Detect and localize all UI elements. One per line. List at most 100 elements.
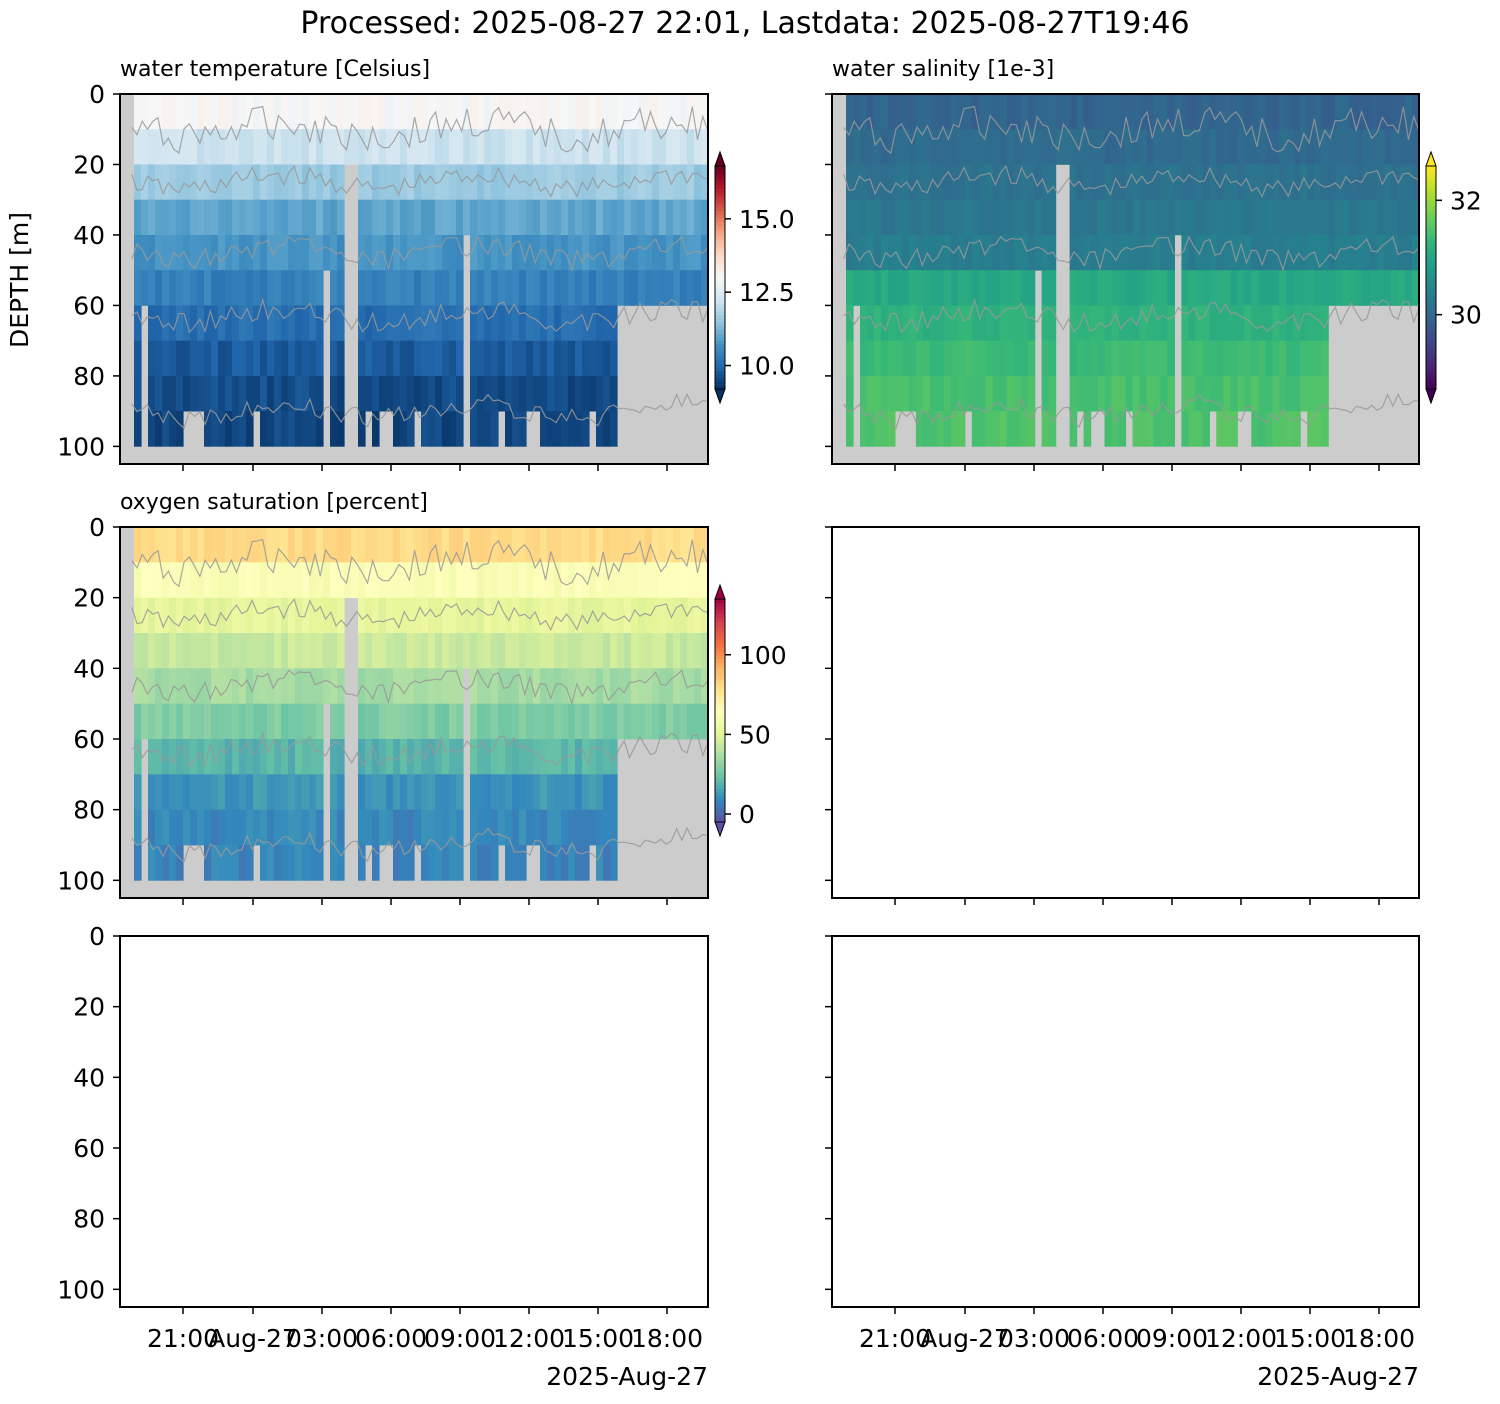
- heatmap-cell: [1139, 340, 1148, 377]
- heatmap-cell: [155, 340, 163, 377]
- heatmap-cell: [1342, 270, 1350, 306]
- heatmap-cell: [860, 375, 868, 412]
- heatmap-cell: [519, 340, 527, 377]
- heatmap-cell: [610, 270, 618, 306]
- heatmap-cell: [992, 94, 1001, 130]
- heatmap-cell: [596, 597, 604, 634]
- heatmap-cell: [456, 305, 464, 341]
- heatmap-cell: [1153, 129, 1162, 165]
- colorbar-tick-label: 32: [1450, 186, 1482, 215]
- heatmap-cell: [1230, 340, 1238, 377]
- heatmap-cell: [1083, 129, 1092, 165]
- heatmap-cell: [853, 270, 861, 306]
- heatmap-cell: [204, 774, 212, 810]
- heatmap-cell: [400, 375, 408, 412]
- heatmap-cell: [1230, 270, 1238, 306]
- colorbar-segment: [1426, 177, 1436, 182]
- heatmap-cell: [1356, 199, 1364, 236]
- heatmap-cell: [575, 270, 583, 306]
- heatmap-cell: [638, 633, 646, 669]
- heatmap-cell: [1048, 411, 1057, 447]
- heatmap-cell: [239, 340, 247, 377]
- heatmap-cell: [1167, 235, 1175, 271]
- heatmap-cell: [435, 562, 443, 598]
- heatmap-cell: [211, 774, 219, 810]
- heatmap-cell: [659, 235, 667, 271]
- heatmap-cell: [498, 270, 506, 306]
- colorbar-segment: [715, 333, 725, 338]
- heatmap-cell: [1314, 94, 1322, 130]
- heatmap-cell: [316, 809, 324, 846]
- heatmap-cell: [687, 633, 695, 669]
- heatmap-cell: [1111, 340, 1120, 377]
- heatmap-cell: [449, 668, 457, 704]
- heatmap-cell: [666, 129, 674, 165]
- colorbar-segment: [1426, 225, 1436, 230]
- heatmap-cell: [943, 270, 952, 306]
- heatmap-cell: [1097, 270, 1106, 306]
- heatmap-cell: [470, 375, 478, 412]
- heatmap-cell: [148, 305, 156, 341]
- heatmap-cell: [400, 597, 408, 634]
- heatmap-cell: [379, 235, 387, 271]
- x-tick-label: 12:00: [1205, 1324, 1277, 1353]
- heatmap-cell: [176, 94, 184, 130]
- contour-line: [131, 393, 709, 430]
- heatmap-cell: [680, 668, 688, 704]
- heatmap-cell: [631, 235, 639, 271]
- heatmap-cell: [631, 562, 639, 598]
- heatmap-cell: [533, 129, 541, 165]
- heatmap-cell: [337, 411, 345, 447]
- heatmap-cell: [372, 411, 380, 447]
- heatmap-cell: [183, 270, 191, 306]
- heatmap-cell: [610, 597, 618, 634]
- colorbar-segment: [715, 632, 725, 637]
- heatmap-cell: [1230, 199, 1238, 236]
- heatmap-cell: [449, 235, 457, 271]
- heatmap-cell: [267, 562, 275, 598]
- heatmap-cell: [456, 129, 464, 165]
- heatmap-cell: [232, 270, 240, 306]
- heatmap-cell: [379, 633, 387, 669]
- heatmap-cell: [176, 703, 184, 740]
- heatmap-cell: [155, 375, 163, 412]
- colorbar-segment: [715, 225, 725, 230]
- heatmap-cell: [526, 199, 534, 236]
- heatmap-cell: [701, 633, 709, 669]
- heatmap-cell: [575, 305, 583, 341]
- heatmap-cell: [309, 703, 317, 740]
- heatmap-cell: [197, 527, 205, 563]
- colorbar-segment: [715, 329, 725, 334]
- colorbar-segment: [1426, 385, 1436, 390]
- heatmap-cell: [1104, 305, 1113, 341]
- heatmap-cell: [1104, 164, 1113, 201]
- heatmap-cell: [1209, 340, 1217, 377]
- heatmap-cell: [1202, 199, 1210, 236]
- x-tick-label: 21:00: [147, 1324, 219, 1353]
- heatmap-cell: [701, 597, 709, 634]
- heatmap-cell: [337, 845, 345, 881]
- heatmap-cell: [428, 340, 436, 377]
- heatmap-cell: [1230, 305, 1238, 341]
- heatmap-cell: [204, 703, 212, 740]
- heatmap-cell: [1328, 270, 1336, 306]
- heatmap-cell: [274, 774, 282, 810]
- colorbar-frame: [1425, 165, 1437, 390]
- colorbar-segment: [715, 740, 725, 745]
- heatmap-cell: [414, 305, 422, 341]
- heatmap-cell: [1244, 375, 1252, 412]
- heatmap-cell: [603, 845, 611, 881]
- heatmap-cell: [1342, 94, 1350, 130]
- heatmap-cell: [1272, 199, 1280, 236]
- heatmap-cell: [978, 164, 987, 201]
- heatmap-cell: [1167, 94, 1175, 130]
- heatmap-cell: [260, 340, 268, 377]
- heatmap-cell: [992, 411, 1001, 447]
- heatmap-cell: [162, 129, 170, 165]
- heatmap-cell: [978, 235, 987, 271]
- heatmap-cell: [505, 774, 513, 810]
- heatmap-cell: [218, 411, 226, 447]
- heatmap-cell: [449, 527, 457, 563]
- heatmap-cell: [894, 270, 903, 306]
- heatmap-cell: [631, 597, 639, 634]
